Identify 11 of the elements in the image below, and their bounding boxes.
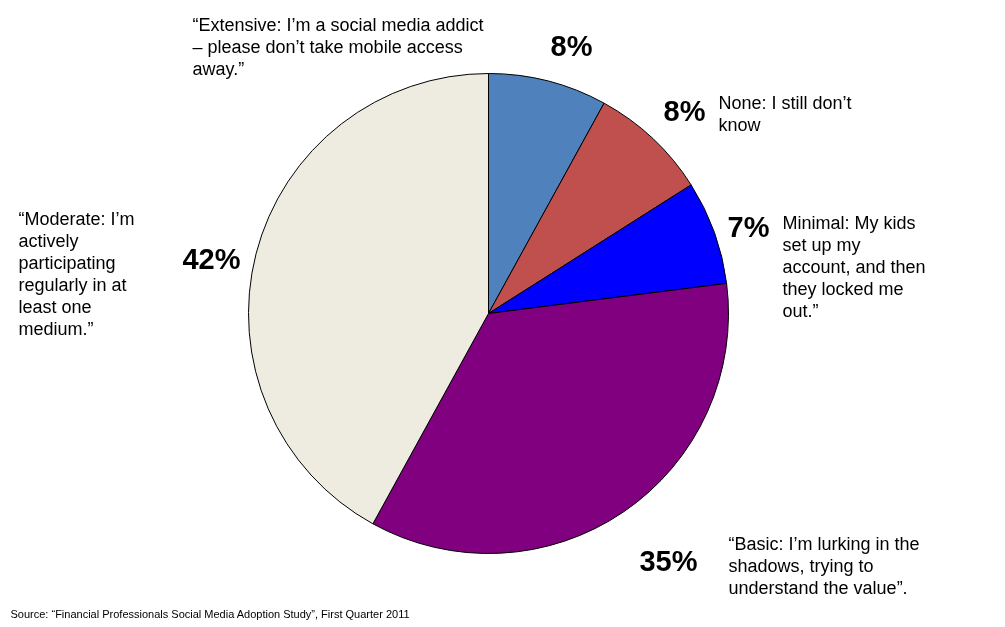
data-label: 35% — [639, 544, 698, 577]
data-label: 8% — [663, 94, 706, 127]
data-label: 42% — [182, 242, 241, 275]
slice-label: Minimal: My kids set up my account, and then they locked me out.” — [782, 212, 926, 321]
slice-label: “Moderate: I’m actively participating regularly in at least one medium.” — [18, 208, 135, 339]
slice-label: None: I still don’t know — [718, 92, 852, 135]
data-label: 7% — [727, 210, 770, 243]
slice-label: “Basic: I’m lurking in the shadows, trying to understand the value”. — [728, 533, 920, 598]
slice-label: “Extensive: I’m a social media addict – please don’t take mobile access away.” — [192, 14, 484, 79]
data-label: 8% — [550, 29, 593, 62]
source-note: Source: “Financial Professionals Social Media Adoption Study”, First Quarter 2011 — [10, 607, 410, 620]
